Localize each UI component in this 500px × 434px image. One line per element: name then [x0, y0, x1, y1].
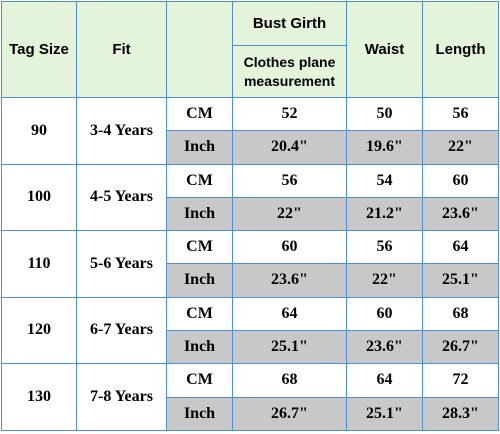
unit-inch-cell: Inch	[166, 396, 233, 432]
waist-inch-cell: 19.6"	[346, 130, 423, 165]
table-row: Inch 26.7" 25.1" 28.3"	[2, 396, 499, 432]
header-bust-sub-line1: Clothes plane	[243, 53, 336, 70]
unit-cm-cell: CM	[166, 230, 233, 265]
table-row: Inch 20.4" 19.6" 22"	[2, 130, 499, 165]
header-fit: Fit	[76, 1, 167, 98]
unit-cm-cell: CM	[166, 163, 233, 198]
unit-inch-cell: Inch	[166, 263, 233, 298]
unit-inch-cell: Inch	[166, 196, 233, 232]
table-row: 90 3-4 Years CM 52 50 56	[1, 96, 499, 165]
waist-cm-cell: 50	[346, 96, 423, 132]
waist-inch-cell: 21.2"	[346, 196, 423, 232]
tag-size-cell: 120	[1, 296, 77, 365]
waist-inch-cell: 25.1"	[346, 396, 423, 432]
bust-inch-cell: 22"	[232, 196, 347, 232]
waist-inch-cell: 22"	[346, 263, 423, 298]
header-tag-size: Tag Size	[1, 1, 77, 98]
fit-cell: 7-8 Years	[76, 363, 167, 431]
header-bust-sub: Clothes plane measurement	[232, 45, 347, 98]
waist-cm-cell: 64	[346, 363, 423, 398]
fit-cell: 3-4 Years	[76, 97, 167, 165]
waist-cm-cell: 54	[346, 163, 423, 198]
length-inch-cell: 26.7"	[422, 330, 499, 365]
waist-cm-cell: 60	[346, 296, 423, 332]
unit-inch-cell: Inch	[166, 330, 233, 365]
header-length: Length	[422, 1, 499, 98]
length-inch-cell: 28.3"	[422, 396, 499, 432]
length-cm-cell: 64	[422, 230, 499, 265]
unit-cm-cell: CM	[166, 96, 233, 132]
length-inch-cell: 22"	[422, 130, 499, 165]
tag-size-cell: 90	[1, 97, 77, 165]
bust-cm-cell: 64	[232, 296, 347, 332]
table-row: 120 6-7 Years CM 64 60 68	[1, 296, 499, 365]
bust-cm-cell: 60	[232, 230, 347, 265]
header-bust-girth: Bust Girth	[232, 1, 347, 46]
table-row: 100 4-5 Years CM 56 54 60	[1, 163, 499, 232]
bust-cm-cell: 56	[232, 163, 347, 198]
length-inch-cell: 23.6"	[422, 196, 499, 232]
length-cm-cell: 72	[422, 363, 499, 398]
header-bust-sub-line2: measurement	[243, 72, 336, 89]
length-cm-cell: 68	[422, 296, 499, 332]
table-row: Inch 22" 21.2" 23.6"	[2, 196, 499, 232]
unit-cm-cell: CM	[166, 363, 233, 398]
waist-inch-cell: 23.6"	[346, 330, 423, 365]
table-row: 110 5-6 Years CM 60 56 64	[1, 230, 499, 298]
table-row: Inch 23.6" 22" 25.1"	[2, 263, 499, 298]
tag-size-cell: 110	[1, 230, 77, 298]
unit-inch-cell: Inch	[166, 130, 233, 165]
length-cm-cell: 60	[422, 163, 499, 198]
bust-inch-cell: 23.6"	[232, 263, 347, 298]
header-waist: Waist	[346, 1, 423, 98]
header-unit-blank	[166, 1, 233, 98]
bust-inch-cell: 20.4"	[232, 130, 347, 165]
unit-cm-cell: CM	[166, 296, 233, 332]
table-row: 130 7-8 Years CM 68 64 72	[1, 363, 499, 431]
length-inch-cell: 25.1"	[422, 263, 499, 298]
bust-cm-cell: 68	[232, 363, 347, 398]
bust-cm-cell: 52	[232, 96, 347, 132]
length-cm-cell: 56	[422, 96, 499, 132]
fit-cell: 6-7 Years	[76, 296, 167, 365]
waist-cm-cell: 56	[346, 230, 423, 265]
fit-cell: 4-5 Years	[76, 163, 167, 232]
tag-size-cell: 100	[1, 163, 77, 232]
tag-size-cell: 130	[1, 363, 77, 431]
fit-cell: 5-6 Years	[76, 230, 167, 298]
bust-inch-cell: 25.1"	[232, 330, 347, 365]
table-row: Inch 25.1" 23.6" 26.7"	[2, 330, 499, 365]
bust-inch-cell: 26.7"	[232, 396, 347, 432]
